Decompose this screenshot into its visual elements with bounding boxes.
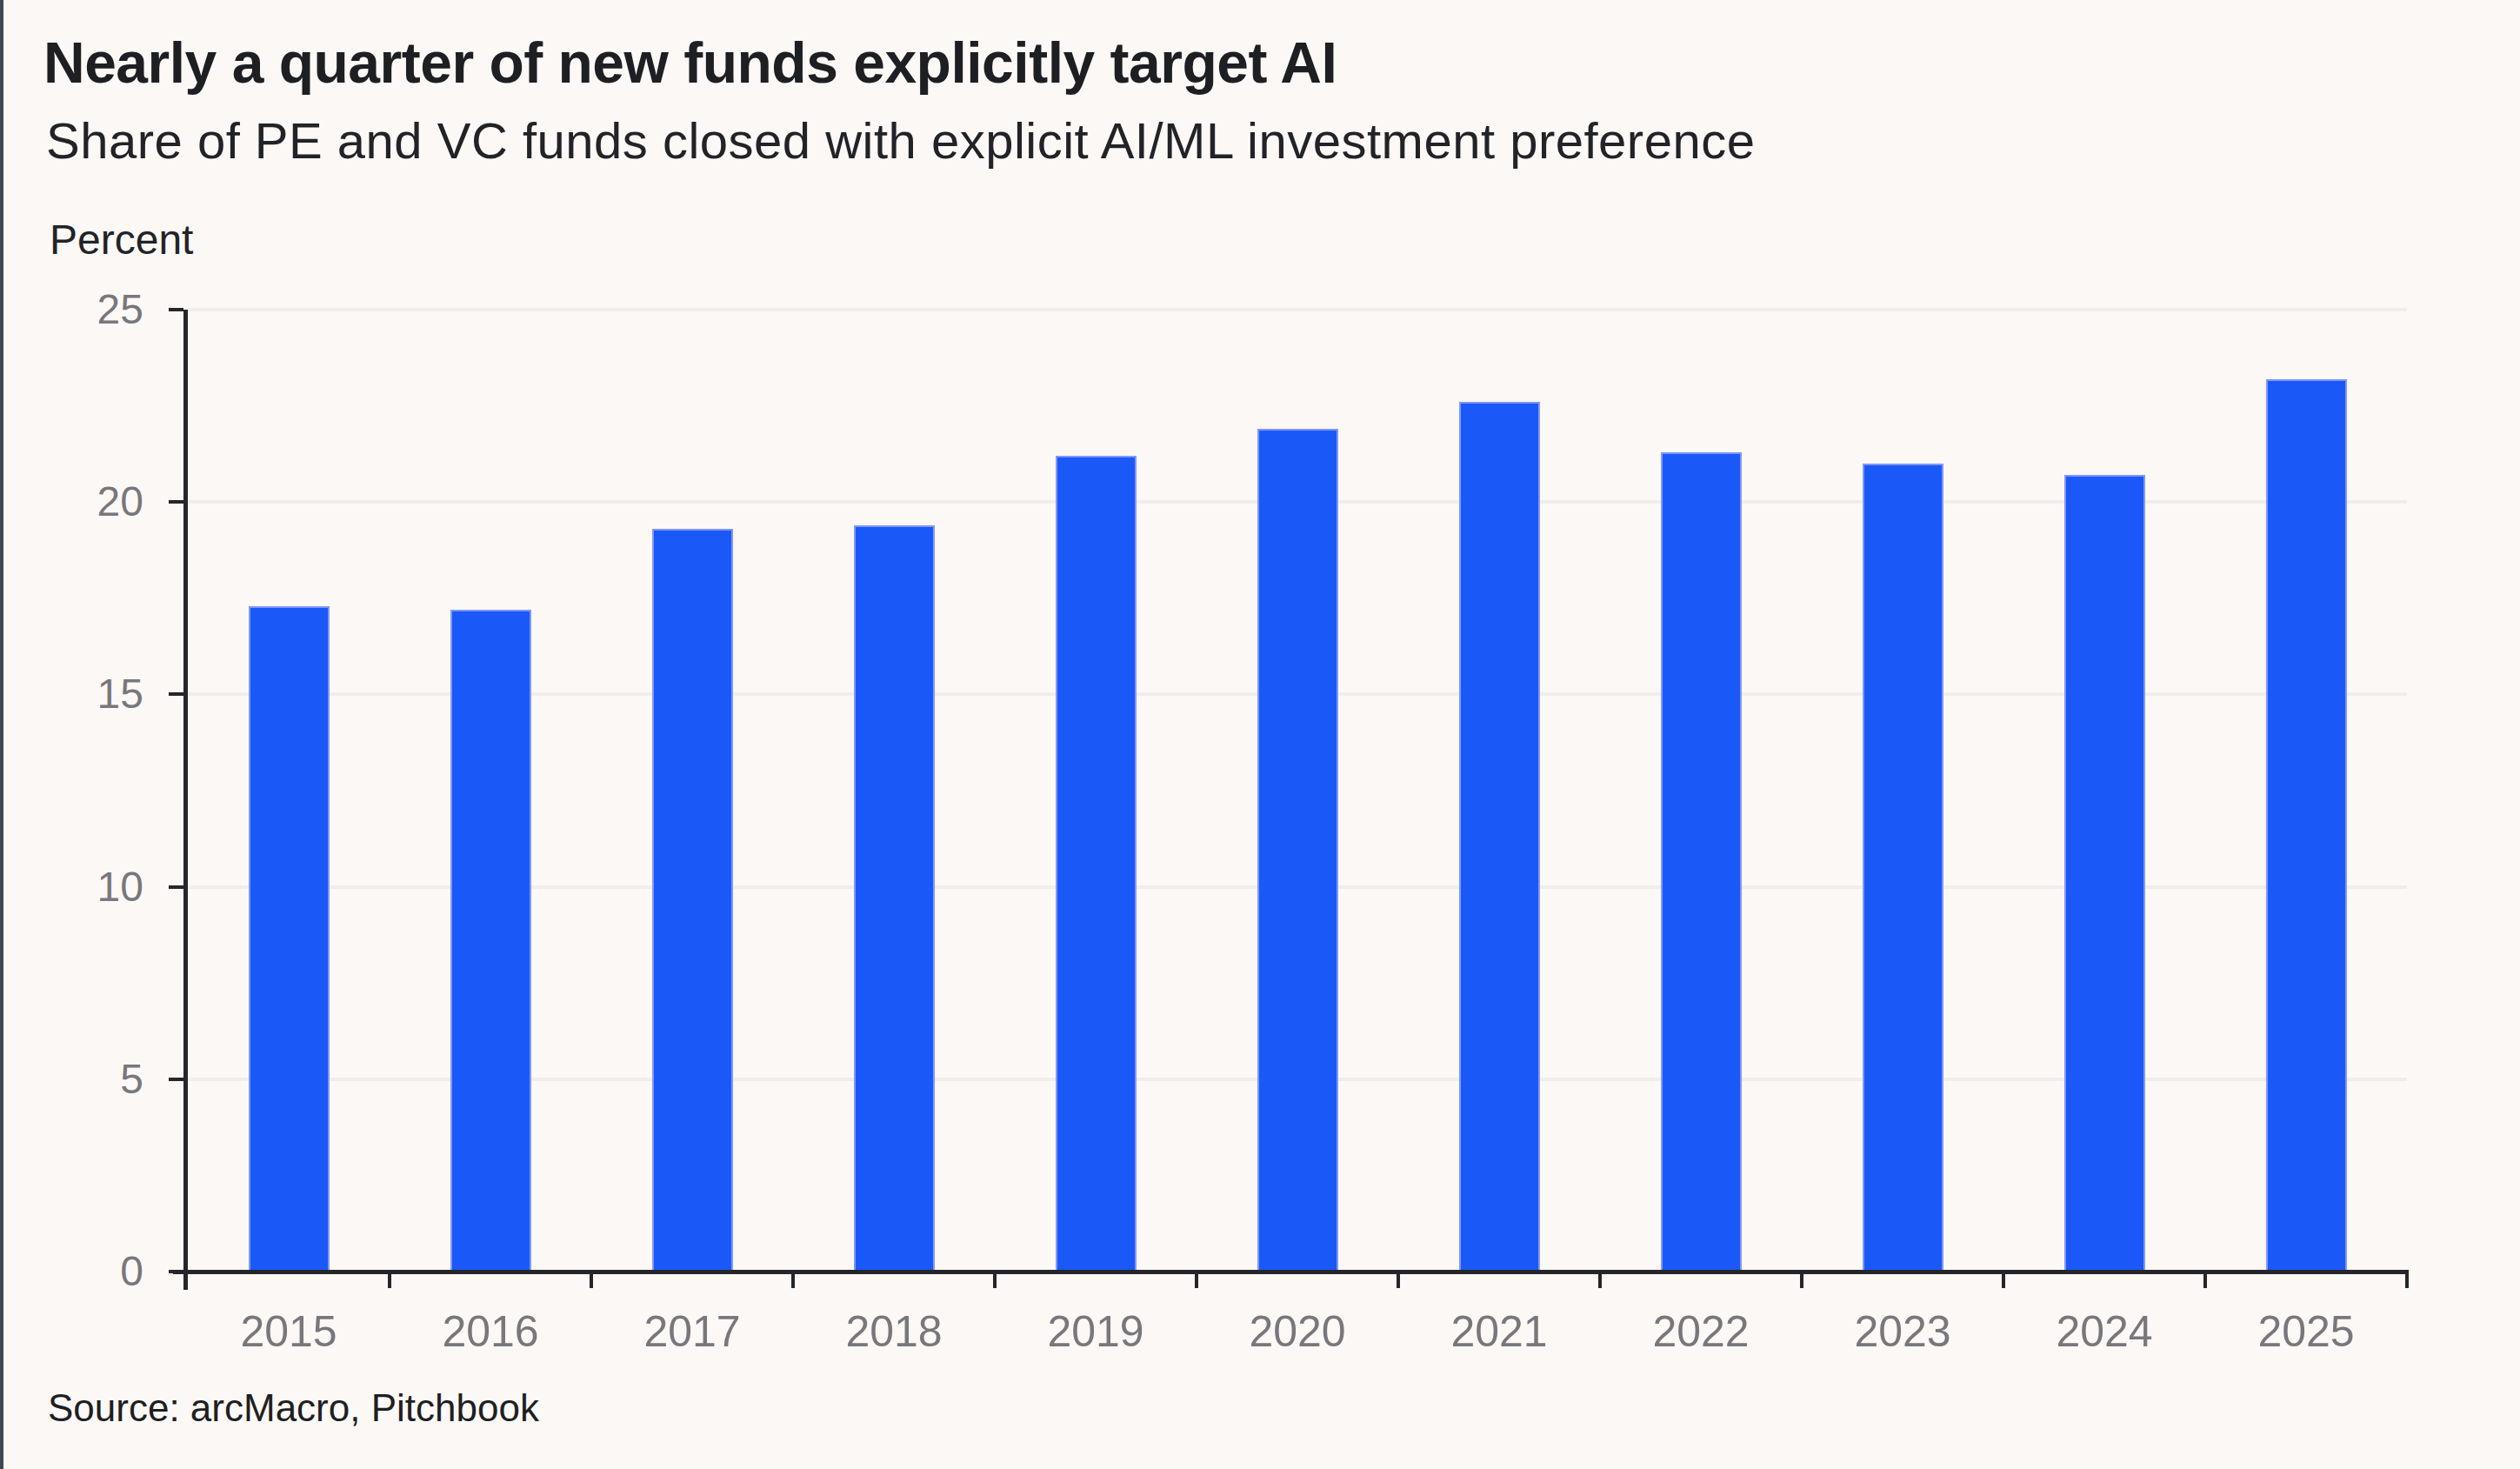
source-note: Source: arcMacro, Pitchbook (48, 1386, 539, 1430)
bar-2024 (2064, 475, 2145, 1272)
x-tick-label-2023: 2023 (1802, 1310, 2003, 1353)
y-tick-5 (169, 1078, 183, 1081)
x-tick-label-2016: 2016 (390, 1310, 591, 1353)
x-tick-label-2015: 2015 (188, 1310, 390, 1353)
bar-2020 (1257, 429, 1338, 1272)
bar-chart-plot-area: 2015201620172018201920202021202220232024… (0, 0, 2520, 1469)
y-tick-25 (169, 308, 183, 311)
x-tick-boundary-8 (1800, 1272, 1803, 1288)
bar-2018 (854, 525, 935, 1272)
y-tick-0 (169, 1270, 183, 1273)
bar-2019 (1056, 456, 1137, 1272)
x-tick-boundary-7 (1598, 1272, 1602, 1288)
chart-page: Nearly a quarter of new funds explicitly… (0, 0, 2520, 1469)
y-tick-label-5: 5 (13, 1058, 143, 1100)
x-tick-label-2022: 2022 (1600, 1310, 1802, 1353)
x-tick-label-2025: 2025 (2205, 1310, 2407, 1353)
y-tick-label-25: 25 (13, 289, 143, 331)
bar-2023 (1863, 464, 1943, 1272)
x-tick-label-2024: 2024 (2003, 1310, 2205, 1353)
x-tick-boundary-2 (590, 1272, 593, 1288)
bar-2025 (2266, 379, 2347, 1272)
x-tick-label-2018: 2018 (793, 1310, 995, 1353)
x-tick-boundary-3 (791, 1272, 795, 1288)
x-tick-label-2017: 2017 (591, 1310, 793, 1353)
x-tick-boundary-10 (2203, 1272, 2207, 1288)
gridline-25 (188, 308, 2407, 311)
bar-2022 (1661, 452, 1742, 1272)
x-axis-line (173, 1270, 2409, 1274)
bar-2017 (652, 529, 733, 1272)
x-tick-boundary-11 (2405, 1272, 2409, 1288)
x-tick-boundary-4 (993, 1272, 997, 1288)
y-tick-10 (169, 885, 183, 889)
bar-2016 (450, 610, 531, 1272)
y-axis-line (183, 310, 188, 1290)
x-tick-boundary-6 (1397, 1272, 1400, 1288)
y-tick-20 (169, 500, 183, 504)
x-tick-label-2020: 2020 (1197, 1310, 1398, 1353)
y-tick-15 (169, 692, 183, 696)
y-tick-label-15: 15 (13, 673, 143, 715)
bar-2015 (249, 606, 330, 1272)
y-tick-label-20: 20 (13, 481, 143, 523)
y-tick-label-10: 10 (13, 866, 143, 908)
x-tick-boundary-1 (388, 1272, 391, 1288)
x-tick-label-2021: 2021 (1398, 1310, 1600, 1353)
x-tick-boundary-9 (2002, 1272, 2005, 1288)
x-tick-label-2019: 2019 (995, 1310, 1197, 1353)
y-tick-label-0: 0 (13, 1251, 143, 1292)
bar-2021 (1459, 402, 1540, 1272)
x-tick-boundary-5 (1195, 1272, 1198, 1288)
